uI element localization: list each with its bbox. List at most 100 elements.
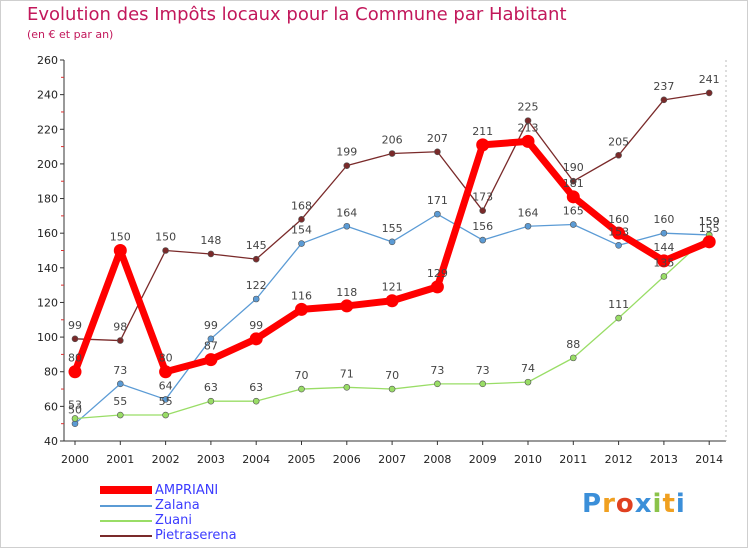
data-point-zalana (569, 221, 577, 228)
data-label-ampriani: 144 (653, 241, 674, 254)
data-point-zuani (252, 397, 260, 405)
data-label-pietraserena: 241 (699, 73, 720, 86)
data-point-zalana (479, 236, 487, 244)
data-label-zuani: 53 (68, 398, 82, 411)
legend-swatch-pietraserena (100, 535, 152, 537)
data-label-zuani: 73 (430, 364, 444, 377)
data-label-pietraserena: 168 (291, 199, 312, 212)
data-point-pietraserena (569, 177, 577, 185)
data-point-zalana (524, 222, 532, 230)
data-point-ampriani (430, 280, 444, 294)
data-point-pietraserena (117, 337, 124, 344)
data-point-zalana (252, 295, 260, 303)
y-tick-label: 80 (44, 366, 58, 379)
data-label-ampriani: 99 (249, 319, 263, 332)
data-point-ampriani (68, 365, 82, 379)
data-label-zuani: 70 (385, 369, 399, 382)
data-label-zalana: 156 (472, 220, 493, 233)
x-tick-label: 2008 (423, 453, 451, 466)
data-label-zuani: 111 (608, 298, 629, 311)
data-point-ampriani (566, 190, 580, 204)
data-point-pietraserena (71, 335, 79, 343)
data-label-ampriani: 155 (699, 222, 720, 235)
data-label-zuani: 135 (653, 256, 674, 269)
x-tick-label: 2004 (242, 453, 270, 466)
data-label-zalana: 171 (427, 194, 448, 207)
x-tick-label: 2011 (559, 453, 587, 466)
data-label-zalana: 164 (518, 206, 539, 219)
data-point-zuani (615, 314, 622, 322)
data-label-zuani: 55 (113, 395, 127, 408)
data-point-zuani (569, 354, 577, 362)
data-point-zalana (298, 240, 305, 247)
x-tick-label: 2010 (514, 453, 542, 466)
y-tick-label: 160 (37, 227, 58, 240)
x-tick-label: 2003 (197, 453, 225, 466)
data-point-ampriani (385, 294, 399, 308)
data-label-pietraserena: 205 (608, 135, 629, 148)
data-point-ampriani (295, 302, 308, 316)
y-tick-label: 220 (37, 123, 58, 136)
data-point-pietraserena (705, 89, 713, 97)
data-point-pietraserena (252, 255, 260, 263)
data-label-zuani: 74 (521, 362, 535, 375)
data-label-pietraserena: 206 (382, 134, 403, 147)
data-point-pietraserena (388, 150, 396, 157)
data-label-zalana: 153 (608, 225, 629, 238)
data-point-ampriani (702, 235, 716, 249)
data-label-pietraserena: 150 (155, 231, 176, 244)
y-tick-label: 240 (37, 89, 58, 102)
chart-subtitle: (en € et par an) (27, 28, 114, 41)
data-label-ampriani: 80 (68, 352, 82, 365)
data-point-zuani (343, 384, 351, 391)
data-label-ampriani: 129 (427, 267, 448, 280)
data-point-zuani (162, 411, 169, 419)
legend-swatch-zalana (100, 505, 152, 507)
data-label-ampriani: 160 (608, 213, 629, 226)
data-label-pietraserena: 225 (518, 101, 539, 114)
data-label-pietraserena: 190 (563, 161, 584, 174)
legend-label-pietraserena: Pietraserena (155, 528, 237, 543)
data-label-ampriani: 87 (204, 340, 218, 353)
data-label-zalana: 154 (291, 224, 312, 237)
data-point-zalana (434, 210, 441, 218)
data-label-zalana: 99 (204, 319, 218, 332)
x-tick-label: 2000 (61, 453, 89, 466)
data-point-zuani (434, 380, 441, 388)
data-label-ampriani: 181 (563, 177, 584, 190)
data-label-zuani: 71 (340, 367, 354, 380)
x-tick-label: 2014 (695, 453, 723, 466)
x-tick-label: 2013 (650, 453, 678, 466)
proxiti-logo: Proxiti (582, 489, 686, 519)
data-point-zalana (207, 335, 215, 343)
x-tick-label: 2005 (288, 453, 316, 466)
data-point-ampriani (113, 244, 127, 257)
y-tick-label: 100 (37, 331, 58, 344)
y-tick-label: 60 (44, 400, 58, 413)
data-label-ampriani: 116 (291, 289, 312, 302)
data-label-zalana: 50 (68, 404, 82, 417)
data-point-zalana (660, 229, 668, 237)
data-label-pietraserena: 207 (427, 132, 448, 145)
data-label-zalana: 73 (113, 364, 127, 377)
data-label-pietraserena: 148 (200, 234, 221, 247)
data-point-pietraserena (660, 96, 668, 104)
data-label-ampriani: 80 (159, 352, 173, 365)
x-tick-label: 2006 (333, 453, 361, 466)
data-label-zuani: 88 (566, 338, 580, 351)
data-point-pietraserena (524, 117, 532, 124)
data-label-zalana: 159 (699, 215, 720, 228)
data-label-zalana: 165 (563, 205, 584, 218)
data-label-zuani: 159 (699, 215, 720, 228)
data-label-zalana: 160 (653, 213, 674, 226)
x-tick-label: 2001 (106, 453, 134, 466)
legend-swatch-ampriani (100, 486, 152, 494)
data-label-zuani: 63 (249, 381, 263, 394)
data-point-zuani (479, 380, 487, 388)
data-label-ampriani: 213 (518, 121, 539, 134)
data-point-zuani (117, 411, 124, 419)
series-line-ampriani (71, 137, 713, 376)
data-label-zuani: 63 (204, 381, 218, 394)
